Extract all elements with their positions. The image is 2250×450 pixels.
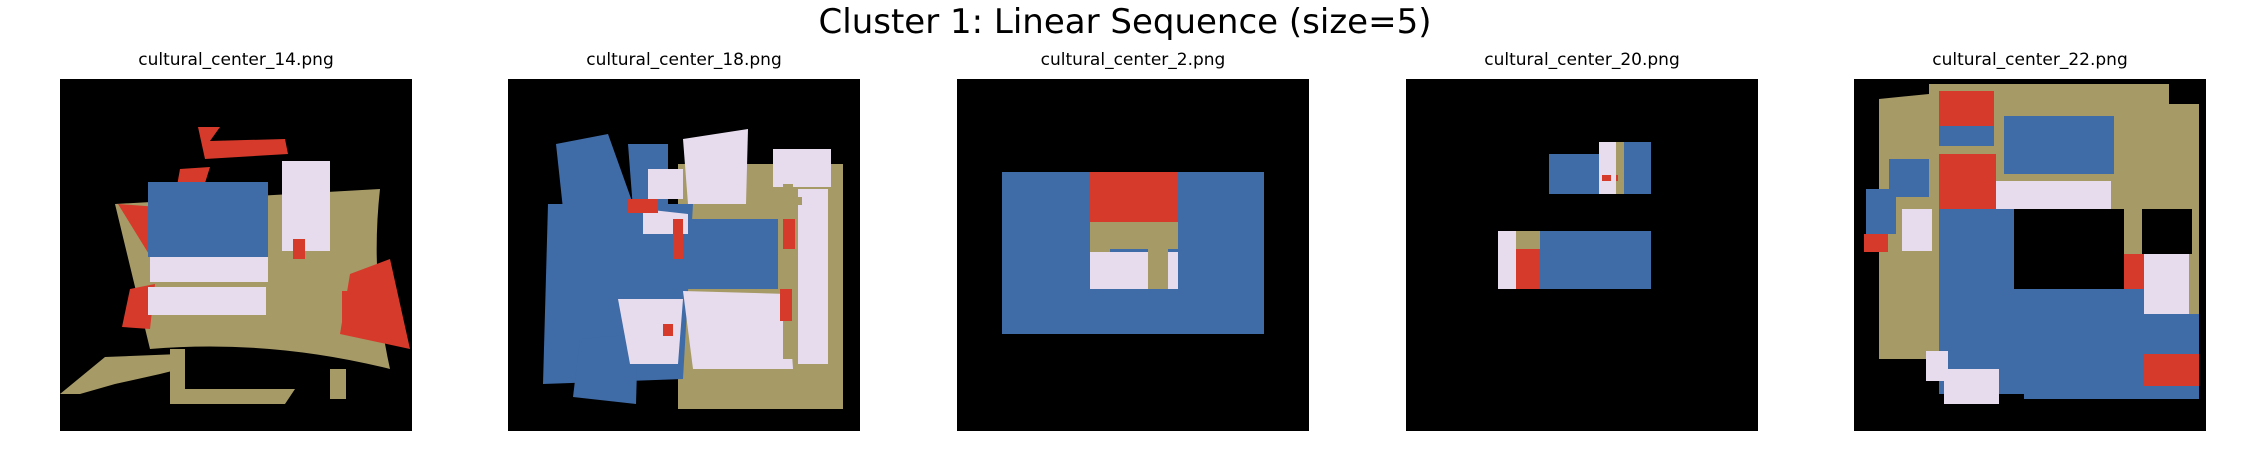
figure-title: Cluster 1: Linear Sequence (size=5) (818, 2, 1432, 42)
floorplan-image (1854, 79, 2206, 431)
panel-title: cultural_center_20.png (1484, 50, 1680, 70)
panel-title: cultural_center_2.png (1040, 50, 1226, 70)
floorplan-image (60, 79, 412, 431)
floorplan-image (957, 79, 1309, 431)
floorplan-image (508, 79, 860, 431)
panel-title: cultural_center_18.png (586, 50, 782, 70)
panel-title: cultural_center_22.png (1932, 50, 2128, 70)
floorplan-image (1406, 79, 1758, 431)
panel-title: cultural_center_14.png (138, 50, 334, 70)
